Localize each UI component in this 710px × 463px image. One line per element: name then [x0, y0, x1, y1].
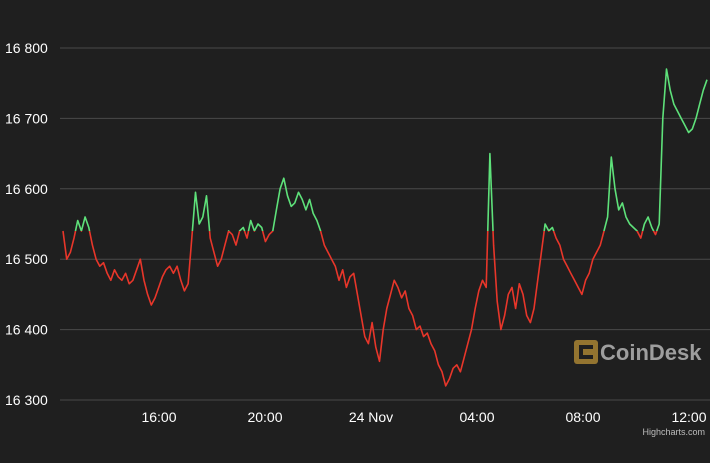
y-axis-ticks: 16 300 16 400 16 500 16 600 16 700 16 800 [5, 40, 48, 408]
x-tick-label: 24 Nov [349, 409, 393, 425]
y-tick-label: 16 400 [5, 322, 48, 338]
x-tick-label: 04:00 [459, 409, 494, 425]
y-tick-label: 16 800 [5, 40, 48, 56]
x-tick-label: 08:00 [565, 409, 600, 425]
coindesk-logo-icon [574, 340, 598, 364]
x-tick-label: 20:00 [247, 409, 282, 425]
grid-lines [60, 47, 710, 401]
y-tick-label: 16 700 [5, 110, 48, 126]
brand-watermark: CoinDesk [574, 340, 702, 365]
series-line-below-baseline [62, 231, 658, 387]
x-tick-label: 16:00 [141, 409, 176, 425]
y-tick-label: 16 500 [5, 251, 48, 267]
x-tick-label: 12:00 [671, 409, 706, 425]
series-line-above-baseline [62, 68, 708, 232]
y-tick-label: 16 300 [5, 392, 48, 408]
y-tick-label: 16 600 [5, 181, 48, 197]
x-axis-ticks: 16:00 20:00 24 Nov 04:00 08:00 12:00 [141, 409, 706, 425]
price-series [62, 68, 708, 387]
chart-credit[interactable]: Highcharts.com [642, 427, 705, 437]
brand-name: CoinDesk [600, 340, 702, 365]
